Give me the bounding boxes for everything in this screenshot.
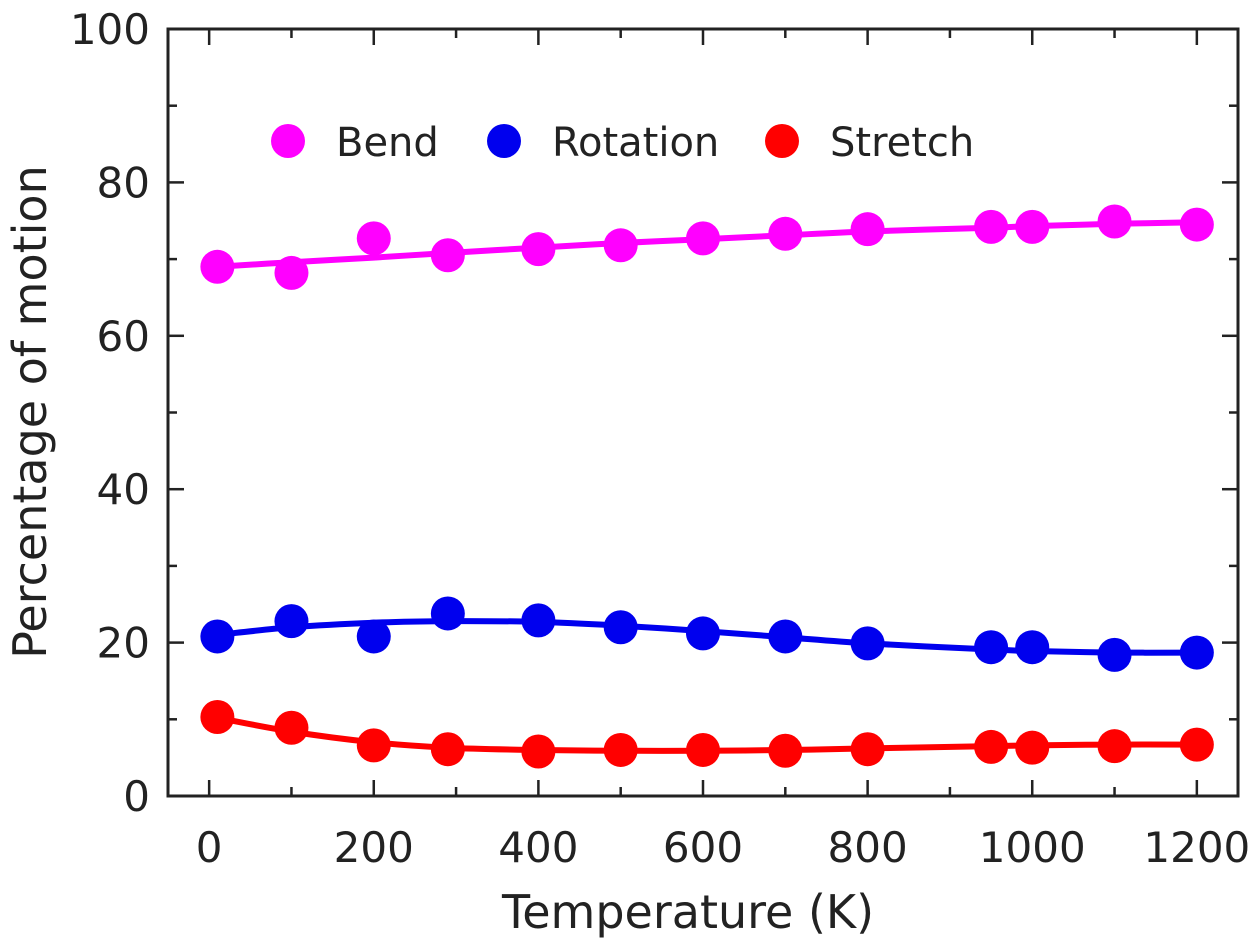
legend: Bend Rotation Stretch: [271, 120, 974, 166]
stretch-point: [768, 733, 803, 768]
x-tick-label: 0: [196, 823, 223, 872]
bend-point: [1179, 207, 1214, 242]
bend-point: [850, 212, 885, 247]
rotation-point: [274, 604, 309, 639]
y-tick-labels: 0 20 40 60 80 100: [70, 5, 150, 821]
stretch-point: [521, 734, 556, 769]
x-tick-label: 1000: [979, 823, 1086, 872]
rotation-point: [974, 630, 1009, 665]
stretch-point: [1179, 727, 1214, 762]
bend-point: [686, 221, 720, 256]
legend-bend-marker: [271, 124, 305, 158]
y-tick-label: 60: [97, 312, 150, 361]
fit-lines: [214, 219, 1200, 754]
bend-point: [356, 221, 391, 256]
bend-point: [1097, 204, 1132, 239]
rotation-point: [356, 619, 391, 654]
x-tick-label: 400: [498, 823, 578, 872]
x-axis-label: Temperature (K): [501, 885, 874, 938]
bend-point: [274, 255, 309, 290]
bend-point: [768, 216, 803, 251]
rotation-point: [850, 626, 885, 661]
stretch-point: [603, 732, 638, 767]
bend-point: [521, 232, 556, 267]
rotation-point: [1015, 630, 1050, 665]
legend-stretch-marker: [765, 124, 799, 158]
x-tick-labels: 0 200 400 600 800 1000 1200: [196, 823, 1251, 872]
rotation-point: [1179, 635, 1214, 670]
bend-point: [603, 228, 638, 263]
stretch-point: [1097, 729, 1132, 764]
x-tick-label: 1200: [1143, 823, 1250, 872]
bend-point: [430, 238, 465, 273]
stretch-point: [274, 710, 309, 745]
stretch-point: [430, 732, 465, 767]
stretch-point: [686, 732, 720, 767]
rotation-point: [1097, 637, 1132, 672]
x-tick-label: 600: [663, 823, 743, 872]
legend-stretch-label: Stretch: [830, 120, 974, 166]
y-tick-label: 100: [70, 5, 150, 54]
x-tick-label: 200: [334, 823, 414, 872]
rotation-point: [686, 616, 720, 651]
stretch-point: [974, 729, 1009, 764]
stretch-point: [200, 699, 235, 734]
bend-point: [200, 249, 235, 284]
y-tick-label: 20: [97, 619, 150, 668]
y-tick-label: 0: [123, 772, 150, 821]
y-tick-label: 40: [97, 465, 150, 514]
y-axis-label: Percentage of motion: [3, 165, 57, 658]
rotation-point: [603, 610, 638, 645]
stretch-point: [1015, 730, 1050, 765]
axis-ticks: [168, 27, 1238, 798]
rotation-point: [200, 619, 235, 654]
rotation-point: [521, 603, 556, 638]
data-points: [200, 204, 1214, 769]
legend-rotation-label: Rotation: [552, 120, 719, 166]
rotation-point: [768, 619, 803, 654]
legend-rotation-marker: [487, 124, 521, 158]
legend-bend-label: Bend: [336, 120, 439, 166]
bend-point: [1015, 209, 1050, 244]
stretch-point: [356, 728, 391, 763]
stretch-point: [850, 732, 885, 767]
bend-point: [974, 209, 1009, 244]
rotation-point: [430, 596, 465, 631]
x-tick-label: 800: [828, 823, 908, 872]
y-tick-label: 80: [97, 158, 150, 207]
